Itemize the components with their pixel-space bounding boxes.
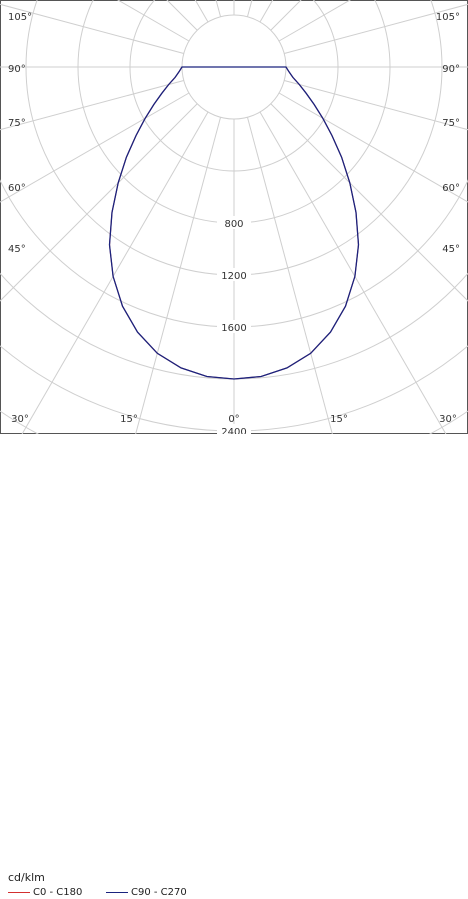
grid-spoke-45 [270, 103, 468, 302]
grid-spoke-255 [0, 3, 184, 55]
unit-label: cd/klm [8, 871, 45, 884]
angle-label-right: 105° [436, 12, 460, 23]
angle-label-left: 60° [8, 183, 26, 194]
radial-tick-label: 800 [224, 219, 243, 230]
legend-item-c0-c180: C0 - C180 [8, 885, 82, 899]
angle-label-bottom-right: 15° [330, 414, 348, 425]
radial-tick-bg [217, 424, 251, 437]
radial-tick-label: 1600 [221, 323, 246, 334]
grid-spoke-315 [0, 103, 198, 302]
grid-spoke-330 [0, 111, 209, 474]
grid-spoke-300 [0, 92, 190, 203]
series-curve-c90-c270 [108, 66, 360, 380]
radial-tick-bg [217, 320, 251, 333]
legend-swatch-c90-c270 [106, 891, 128, 893]
legend-label-c0-c180: C0 - C180 [33, 886, 83, 898]
legend-item-c90-c270: C90 - C270 [106, 885, 187, 899]
angle-label-right: 75° [442, 118, 460, 129]
angle-label-right: 45° [442, 244, 460, 255]
angle-label-left: 45° [8, 244, 26, 255]
radial-tick-label: 2400 [221, 427, 246, 434]
radial-tick-bg [217, 268, 251, 281]
grid-spoke-105 [284, 3, 468, 55]
grid-spoke-285 [0, 79, 184, 131]
legend: cd/klm C0 - C180 C90 - C270 [0, 434, 468, 898]
polar-chart: 800 1200 1600 2400 105° 90° 75° 60° 45° 105° 90° 75… [0, 0, 468, 767]
series-layer [108, 66, 360, 380]
label-layer: 800 1200 1600 2400 105° 90° 75° 60° 45° 105° 90° 75… [8, 12, 460, 438]
angle-label-bottom: 30° [11, 414, 29, 425]
grid-spoke-30 [259, 111, 468, 474]
angle-label-right: 60° [442, 183, 460, 194]
angle-label-left: 75° [8, 118, 26, 129]
angle-label-left: 90° [8, 64, 26, 75]
angle-label-left: 105° [8, 12, 32, 23]
radial-tick-bg [217, 216, 251, 229]
radial-tick-label: 1200 [221, 271, 246, 282]
grid-spoke-75 [284, 79, 468, 131]
angle-label-bottom-right: 30° [439, 414, 457, 425]
polar-chart-svg: 800 1200 1600 2400 105° 90° 75° 60° 45° 105° 90° 75… [0, 0, 468, 767]
grid-spoke-60 [278, 92, 468, 203]
angle-label-bottom: 0° [228, 414, 239, 425]
angle-label-right: 90° [442, 64, 460, 75]
angle-label-bottom: 15° [120, 414, 138, 425]
legend-swatch-c0-c180 [8, 891, 30, 893]
legend-label-c90-c270: C90 - C270 [131, 886, 187, 898]
